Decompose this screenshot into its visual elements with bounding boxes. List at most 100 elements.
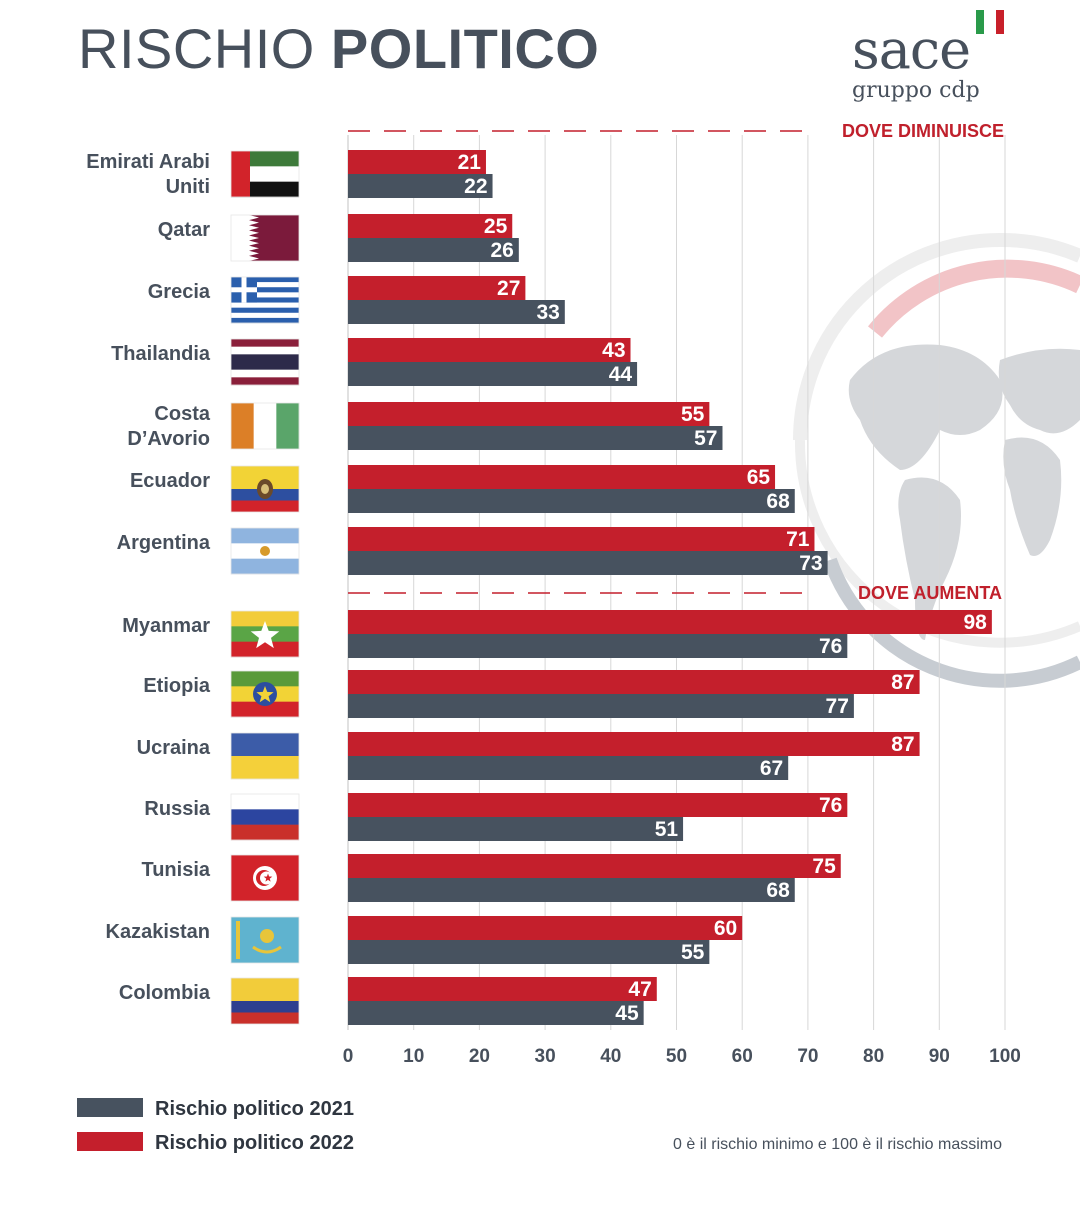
x-tick-label: 50 <box>666 1046 687 1067</box>
kazakhstan-flag-icon <box>230 916 300 964</box>
value-label-2021: 51 <box>655 818 679 841</box>
bar-2021 <box>348 878 795 902</box>
value-label-2022: 75 <box>812 855 836 878</box>
value-label-2022: 98 <box>964 611 988 634</box>
value-label-2021: 67 <box>760 757 783 780</box>
value-label-2022: 60 <box>714 917 737 940</box>
y-tick-label: Kazakistan <box>106 921 211 943</box>
bar-2021 <box>348 362 638 386</box>
value-label-2022: 65 <box>747 466 771 489</box>
x-tick-label: 0 <box>343 1046 354 1067</box>
bar-2021 <box>348 551 828 575</box>
value-label-2021: 45 <box>615 1002 639 1025</box>
value-label-2022: 21 <box>458 151 482 174</box>
x-tick-label: 40 <box>600 1046 621 1067</box>
x-tick-label: 70 <box>797 1046 818 1067</box>
bar-2021 <box>348 756 789 780</box>
bar-2022 <box>348 610 992 634</box>
qatar-flag-icon <box>230 214 300 262</box>
value-label-2022: 55 <box>681 403 705 426</box>
bar-2022 <box>348 916 743 940</box>
bar-2022 <box>348 402 710 426</box>
sace-logo: sace gruppo cdp <box>848 6 1018 110</box>
bar-2022 <box>348 338 631 362</box>
argentina-flag-icon <box>230 527 300 575</box>
value-label-2022: 43 <box>602 339 625 362</box>
bar-2022 <box>348 214 513 238</box>
y-tick-label: Ucraina <box>137 737 211 759</box>
globe-decoration <box>793 232 1080 688</box>
y-tick-label: Russia <box>144 798 210 820</box>
ukraine-flag-icon <box>230 732 300 780</box>
value-label-2021: 68 <box>766 490 790 513</box>
value-label-2022: 47 <box>628 978 651 1001</box>
chart-title: RISCHIO POLITICO <box>78 17 600 80</box>
bar-2022 <box>348 977 657 1001</box>
scale-note: 0 è il rischio minimo e 100 è il rischio… <box>673 1136 1002 1153</box>
y-tick-label: Qatar <box>158 219 210 241</box>
y-tick-label: Colombia <box>119 982 211 1004</box>
value-label-2022: 27 <box>497 277 520 300</box>
bar-2021 <box>348 174 493 198</box>
legend-swatch <box>77 1098 143 1117</box>
greece-flag-icon <box>230 276 300 324</box>
x-tick-label: 80 <box>863 1046 884 1067</box>
legend-swatch <box>77 1132 143 1151</box>
y-tick-label: Grecia <box>148 281 211 303</box>
value-label-2021: 44 <box>609 363 633 386</box>
bar-2021 <box>348 1001 644 1025</box>
section-label: DOVE DIMINUISCE <box>842 121 1004 141</box>
bar-2022 <box>348 670 920 694</box>
value-label-2022: 76 <box>819 794 842 817</box>
y-tick-label: Costa D’Avorio <box>127 403 210 450</box>
x-tick-label: 100 <box>989 1046 1021 1067</box>
bar-2022 <box>348 527 815 551</box>
bar-2021 <box>348 940 710 964</box>
x-tick-label: 90 <box>929 1046 950 1067</box>
x-tick-label: 60 <box>732 1046 753 1067</box>
bar-2022 <box>348 793 848 817</box>
y-tick-label: Argentina <box>117 532 211 554</box>
uae-flag-icon <box>230 150 300 198</box>
bar-2021 <box>348 634 848 658</box>
legend-label: Rischio politico 2022 <box>155 1132 354 1154</box>
value-label-2022: 87 <box>891 671 914 694</box>
bar-2022 <box>348 276 526 300</box>
value-label-2021: 33 <box>536 301 559 324</box>
tunisia-flag-icon <box>230 854 300 902</box>
value-label-2021: 26 <box>490 239 513 262</box>
value-label-2022: 71 <box>786 528 810 551</box>
bar-2021 <box>348 300 565 324</box>
ethiopia-flag-icon <box>230 670 300 718</box>
value-label-2022: 25 <box>484 215 508 238</box>
ecuador-flag-icon <box>230 465 300 513</box>
value-label-2022: 87 <box>891 733 914 756</box>
bar-2021 <box>348 238 519 262</box>
thailand-flag-icon <box>230 338 300 386</box>
value-label-2021: 55 <box>681 941 705 964</box>
x-tick-label: 20 <box>469 1046 490 1067</box>
x-tick-label: 10 <box>403 1046 424 1067</box>
bar-2021 <box>348 489 795 513</box>
value-label-2021: 77 <box>826 695 849 718</box>
y-tick-label: Ecuador <box>130 470 210 492</box>
value-label-2021: 68 <box>766 879 790 902</box>
bar-2021 <box>348 694 854 718</box>
bar-2022 <box>348 465 776 489</box>
value-label-2021: 22 <box>464 175 487 198</box>
bar-2022 <box>348 854 841 878</box>
y-tick-label: Etiopia <box>143 675 211 697</box>
legend-label: Rischio politico 2021 <box>155 1098 354 1120</box>
bar-2021 <box>348 817 684 841</box>
section-label: DOVE AUMENTA <box>858 583 1002 603</box>
bar-2022 <box>348 150 486 174</box>
y-tick-label: Thailandia <box>111 343 211 365</box>
y-tick-label: Myanmar <box>122 615 210 637</box>
bar-2022 <box>348 732 920 756</box>
value-label-2021: 73 <box>799 552 822 575</box>
bar-2021 <box>348 426 723 450</box>
y-tick-label: Emirati Arabi Uniti <box>86 151 210 198</box>
colombia-flag-icon <box>230 977 300 1025</box>
ivory-coast-flag-icon <box>230 402 300 450</box>
russia-flag-icon <box>230 793 300 841</box>
